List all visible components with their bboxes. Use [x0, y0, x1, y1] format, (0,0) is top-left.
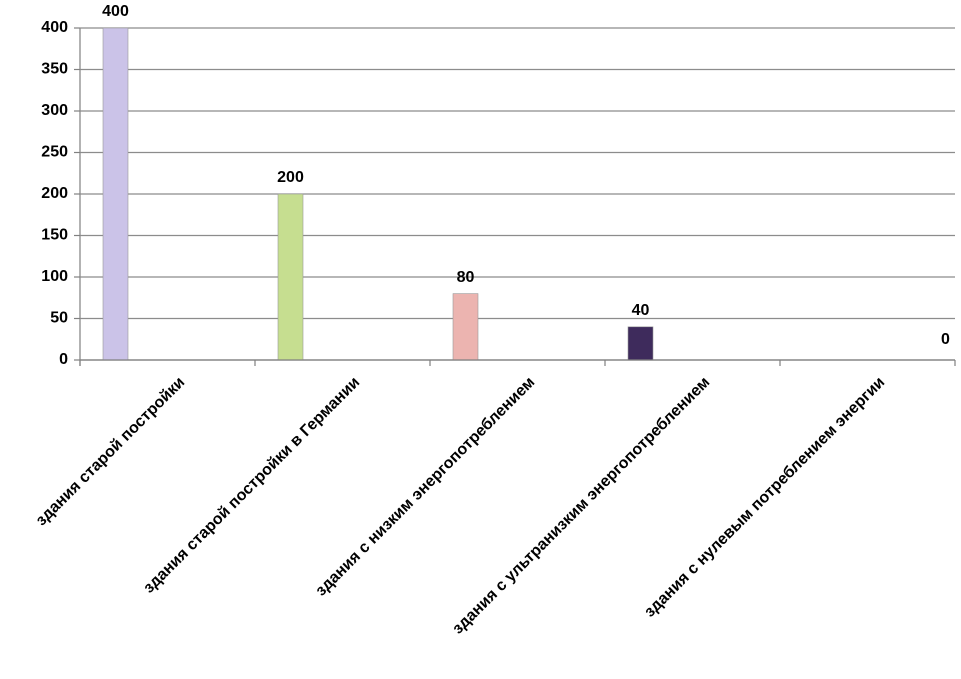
bar	[102, 27, 129, 361]
y-tick-label: 300	[41, 102, 68, 119]
value-label: 40	[632, 302, 650, 319]
x-tick-label: здания старой постройки в Германии	[140, 374, 363, 597]
y-tick-label: 200	[41, 185, 68, 202]
y-tick-label: 0	[59, 351, 68, 368]
value-label: 200	[277, 169, 304, 186]
y-tick-label: 100	[41, 268, 68, 285]
value-label: 400	[102, 3, 129, 20]
y-tick-label: 250	[41, 144, 68, 161]
x-tick-label: здания старой постройки	[33, 374, 189, 530]
y-tick-label: 150	[41, 227, 68, 244]
bar	[627, 326, 654, 361]
y-tick-label: 400	[41, 19, 68, 36]
bar	[452, 293, 479, 361]
x-tick-label: здания с низким энергопотреблением	[313, 374, 539, 600]
bar	[277, 193, 304, 361]
y-tick-label: 350	[41, 61, 68, 78]
value-label: 0	[941, 331, 950, 348]
value-label: 80	[457, 269, 475, 286]
y-tick-label: 50	[50, 310, 68, 327]
